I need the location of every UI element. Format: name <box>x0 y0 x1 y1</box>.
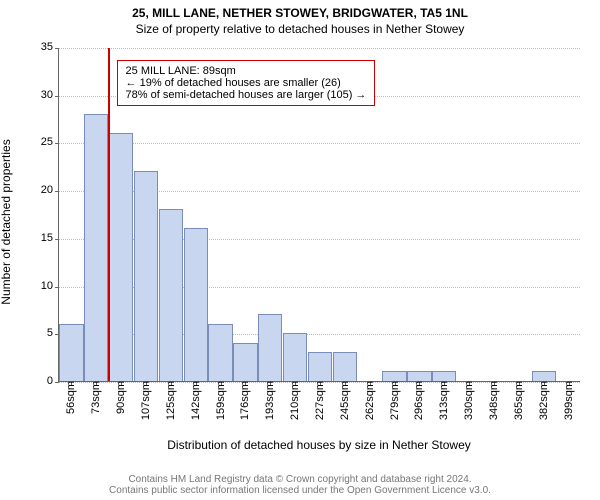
histogram-bar <box>84 114 108 381</box>
xtick-label: 348sqm <box>488 381 500 420</box>
xtick-label: 90sqm <box>115 381 127 414</box>
xtick-label: 125sqm <box>165 381 177 420</box>
histogram-bar <box>109 133 133 381</box>
histogram-bar <box>59 324 83 381</box>
histogram-bar <box>382 371 406 381</box>
y-axis-label: Number of detached properties <box>0 55 13 389</box>
xtick-label: 142sqm <box>190 381 202 420</box>
xtick-label: 227sqm <box>314 381 326 420</box>
histogram-bar <box>532 371 556 381</box>
xtick-label: 313sqm <box>438 381 450 420</box>
footer-line: Contains HM Land Registry data © Crown c… <box>0 474 600 485</box>
histogram-bar <box>308 352 332 381</box>
xtick-label: 382sqm <box>538 381 550 420</box>
histogram-bar <box>283 333 307 381</box>
annotation-box: 25 MILL LANE: 89sqm ← 19% of detached ho… <box>117 60 376 106</box>
histogram-bar <box>333 352 357 381</box>
footer-attribution: Contains HM Land Registry data © Crown c… <box>0 474 600 496</box>
xtick-label: 279sqm <box>389 381 401 420</box>
xtick-label: 365sqm <box>513 381 525 420</box>
gridline <box>59 143 580 144</box>
histogram-bar <box>159 209 183 381</box>
xtick-label: 262sqm <box>364 381 376 420</box>
ytick-label: 5 <box>47 327 59 339</box>
annotation-line: 25 MILL LANE: 89sqm <box>126 65 367 77</box>
histogram-bar <box>407 371 431 381</box>
histogram-bar <box>184 228 208 381</box>
xtick-label: 73sqm <box>90 381 102 414</box>
xtick-label: 330sqm <box>463 381 475 420</box>
ytick-label: 35 <box>41 41 59 53</box>
ytick-label: 20 <box>41 184 59 196</box>
histogram-bar <box>134 171 158 381</box>
ytick-label: 15 <box>41 232 59 244</box>
ytick-label: 10 <box>41 280 59 292</box>
xtick-label: 176sqm <box>239 381 251 420</box>
histogram-bar <box>208 324 232 381</box>
ytick-label: 30 <box>41 89 59 101</box>
xtick-label: 245sqm <box>339 381 351 420</box>
x-axis-label: Distribution of detached houses by size … <box>58 438 580 452</box>
footer-line: Contains public sector information licen… <box>0 485 600 496</box>
histogram-bar <box>233 343 257 381</box>
ytick-label: 25 <box>41 136 59 148</box>
xtick-label: 210sqm <box>289 381 301 420</box>
histogram-bar <box>258 314 282 381</box>
xtick-label: 107sqm <box>140 381 152 420</box>
property-marker-line <box>108 48 110 381</box>
page-title: 25, MILL LANE, NETHER STOWEY, BRIDGWATER… <box>0 0 600 20</box>
ytick-label: 0 <box>47 375 59 387</box>
histogram-bar <box>432 371 456 381</box>
page-subtitle: Size of property relative to detached ho… <box>0 20 600 36</box>
xtick-label: 399sqm <box>563 381 575 420</box>
xtick-label: 56sqm <box>65 381 77 414</box>
gridline <box>59 48 580 49</box>
xtick-label: 296sqm <box>413 381 425 420</box>
annotation-line: ← 19% of detached houses are smaller (26… <box>126 77 367 89</box>
annotation-line: 78% of semi-detached houses are larger (… <box>126 89 367 101</box>
xtick-label: 193sqm <box>264 381 276 420</box>
xtick-label: 159sqm <box>215 381 227 420</box>
